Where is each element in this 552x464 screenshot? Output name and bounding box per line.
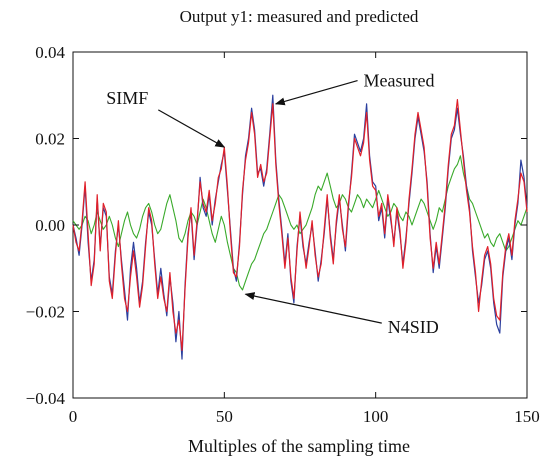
annotation-label-measured: Measured <box>364 71 435 91</box>
annotation-label-simf: SIMF <box>106 88 148 108</box>
x-tick-label: 100 <box>363 407 389 426</box>
annotation-label-n4sid: N4SID <box>388 317 439 337</box>
x-tick-label: 50 <box>216 407 233 426</box>
x-tick-label: 0 <box>69 407 78 426</box>
x-axis-label: Multiples of the sampling time <box>188 436 410 456</box>
series-line-simf <box>72 98 528 351</box>
series-layer <box>72 94 528 360</box>
series-line-measured <box>72 94 528 360</box>
x-tick-label: 150 <box>514 407 540 426</box>
annotation-arrow <box>244 292 382 324</box>
plot-area: 0 50 100 150 0.04 0.02 0.00 −0.02 −0.04 Measured… <box>26 43 540 426</box>
chart-title: Output y1: measured and predicted <box>180 7 419 26</box>
annotation-arrow <box>274 80 358 106</box>
ticks-layer: 0 50 100 150 0.04 0.02 0.00 −0.02 −0.04 <box>26 43 540 426</box>
annotation-layer: Measured SIMF N4SID <box>106 71 438 338</box>
y-tick-label: −0.02 <box>26 303 65 322</box>
y-tick-label: 0.04 <box>35 43 65 62</box>
annotation-arrow <box>157 109 226 148</box>
series-line-n4sid <box>72 155 528 291</box>
y-tick-label: 0.00 <box>35 216 65 235</box>
y-tick-label: −0.04 <box>26 389 66 408</box>
y-tick-label: 0.02 <box>35 130 65 149</box>
